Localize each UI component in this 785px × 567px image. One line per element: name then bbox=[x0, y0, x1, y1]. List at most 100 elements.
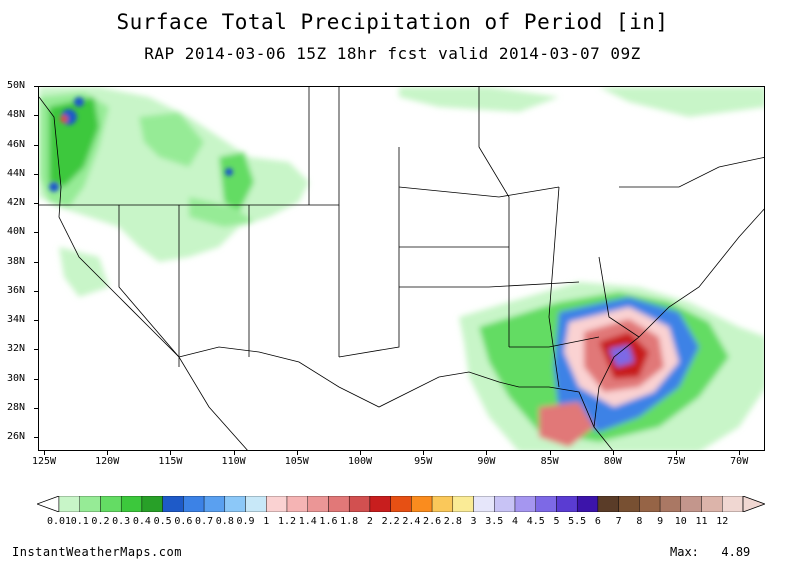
lon-tick bbox=[44, 451, 45, 455]
lat-label: 44N bbox=[7, 167, 26, 179]
lon-label: 90W bbox=[477, 456, 496, 467]
colorbar-label: 5.5 bbox=[568, 516, 587, 527]
lon-label: 110W bbox=[221, 456, 246, 467]
colorbar-segment bbox=[618, 496, 640, 512]
colorbar-label: 10 bbox=[674, 516, 687, 527]
lat-label: 34N bbox=[7, 314, 26, 325]
colorbar-segment bbox=[494, 496, 516, 512]
colorbar-segment bbox=[680, 496, 702, 512]
lon-tick bbox=[360, 451, 361, 455]
colorbar-label: 2.8 bbox=[443, 516, 462, 527]
max-label: Max: bbox=[670, 545, 699, 559]
colorbar-segment bbox=[348, 496, 371, 512]
lat-tick bbox=[34, 378, 38, 380]
lat-tick bbox=[34, 173, 38, 175]
lon-tick bbox=[170, 451, 172, 455]
colorbar-segment bbox=[473, 496, 495, 512]
colorbar-segment bbox=[369, 496, 391, 512]
lon-tick bbox=[549, 451, 551, 455]
colorbar-label: 0.01 bbox=[46, 516, 72, 527]
colorbar-label: 1.6 bbox=[319, 516, 338, 527]
colorbar-label: 1.4 bbox=[298, 516, 317, 527]
colorbar-label: 0.4 bbox=[132, 516, 151, 527]
lat-tick bbox=[34, 290, 38, 292]
colorbar-label: 1.8 bbox=[340, 516, 359, 527]
colorbar-segment bbox=[452, 496, 474, 512]
colorbar-graphic bbox=[37, 496, 765, 512]
colorbar-label: 1 bbox=[263, 516, 270, 527]
lat-label: 40N bbox=[7, 226, 26, 238]
colorbar-label: 2.6 bbox=[423, 516, 442, 527]
lon-label: 70W bbox=[730, 456, 749, 467]
colorbar-segment bbox=[556, 496, 578, 512]
lat-tick bbox=[34, 86, 38, 87]
colorbar-segment bbox=[701, 496, 723, 512]
colorbar-label: 9 bbox=[657, 516, 664, 527]
site-credit: InstantWeatherMaps.com bbox=[12, 545, 182, 559]
colorbar-label: 2.2 bbox=[381, 516, 400, 527]
colorbar-segment bbox=[390, 496, 412, 512]
colorbar-label: 8 bbox=[636, 516, 643, 527]
lon-tick bbox=[676, 451, 677, 455]
max-value: 4.89 bbox=[721, 545, 751, 559]
lat-label: 42N bbox=[7, 197, 26, 208]
lon-label: 100W bbox=[347, 456, 373, 467]
colorbar-label: 0.7 bbox=[195, 516, 214, 527]
colorbar-label: 5 bbox=[553, 516, 560, 527]
lat-label: 50N bbox=[7, 80, 26, 91]
colorbar-segment bbox=[162, 496, 184, 512]
lat-tick bbox=[34, 144, 38, 146]
colorbar-segment bbox=[514, 496, 536, 512]
colorbar-segment bbox=[58, 496, 80, 512]
lon-tick bbox=[296, 451, 298, 455]
lon-label: 95W bbox=[414, 456, 433, 467]
lat-tick bbox=[34, 203, 38, 204]
lat-tick bbox=[34, 320, 38, 321]
map-subtitle: RAP 2014-03-06 15Z 18hr fcst valid 2014-… bbox=[144, 44, 641, 63]
colorbar-segment bbox=[431, 496, 454, 512]
colorbar-segment bbox=[141, 496, 163, 512]
colorbar-segment bbox=[639, 496, 661, 512]
colorbar-label: 2 bbox=[366, 516, 373, 527]
colorbar-segment bbox=[597, 496, 619, 512]
lon-label: 80W bbox=[603, 456, 622, 467]
lat-label: 46N bbox=[7, 138, 26, 150]
colorbar-label: 3 bbox=[470, 516, 477, 527]
colorbar-segment bbox=[79, 496, 101, 512]
colorbar-segment bbox=[245, 496, 267, 512]
lat-label: 28N bbox=[7, 401, 26, 413]
colorbar-segment bbox=[183, 496, 205, 512]
lon-tick bbox=[486, 451, 488, 455]
lat-label: 48N bbox=[7, 109, 26, 121]
colorbar-label: 7 bbox=[615, 516, 622, 527]
lon-label: 75W bbox=[666, 456, 686, 467]
colorbar-label: 6 bbox=[594, 516, 601, 527]
colorbar-segment bbox=[307, 496, 329, 512]
colorbar-segment bbox=[203, 496, 226, 512]
lon-label: 85W bbox=[540, 456, 559, 467]
lon-tick bbox=[107, 451, 109, 455]
colorbar-label: 2.4 bbox=[402, 516, 421, 527]
colorbar-label: 11 bbox=[695, 516, 708, 527]
colorbar-segment bbox=[100, 496, 122, 512]
colorbar-segment bbox=[120, 496, 143, 512]
lat-label: 36N bbox=[7, 284, 26, 296]
colorbar-min-arrow bbox=[37, 496, 60, 512]
lon-label: 125W bbox=[31, 456, 57, 467]
precipitation-field bbox=[39, 87, 764, 450]
lat-label: 26N bbox=[7, 431, 26, 442]
colorbar-label: 0.1 bbox=[70, 516, 89, 527]
colorbar-label: 12 bbox=[716, 516, 729, 527]
colorbar-label: 1.2 bbox=[277, 516, 297, 527]
lon-tick bbox=[233, 451, 235, 455]
lat-tick bbox=[34, 261, 38, 263]
lon-tick bbox=[423, 451, 425, 455]
colorbar-segment bbox=[224, 496, 246, 512]
colorbar-segment bbox=[722, 496, 744, 512]
colorbar-label: 4.5 bbox=[526, 516, 545, 527]
colorbar-label: 0.8 bbox=[215, 516, 234, 527]
lat-tick bbox=[34, 407, 38, 409]
colorbar-segment bbox=[576, 496, 599, 512]
lat-label: 38N bbox=[7, 255, 26, 267]
lat-tick bbox=[34, 115, 38, 117]
